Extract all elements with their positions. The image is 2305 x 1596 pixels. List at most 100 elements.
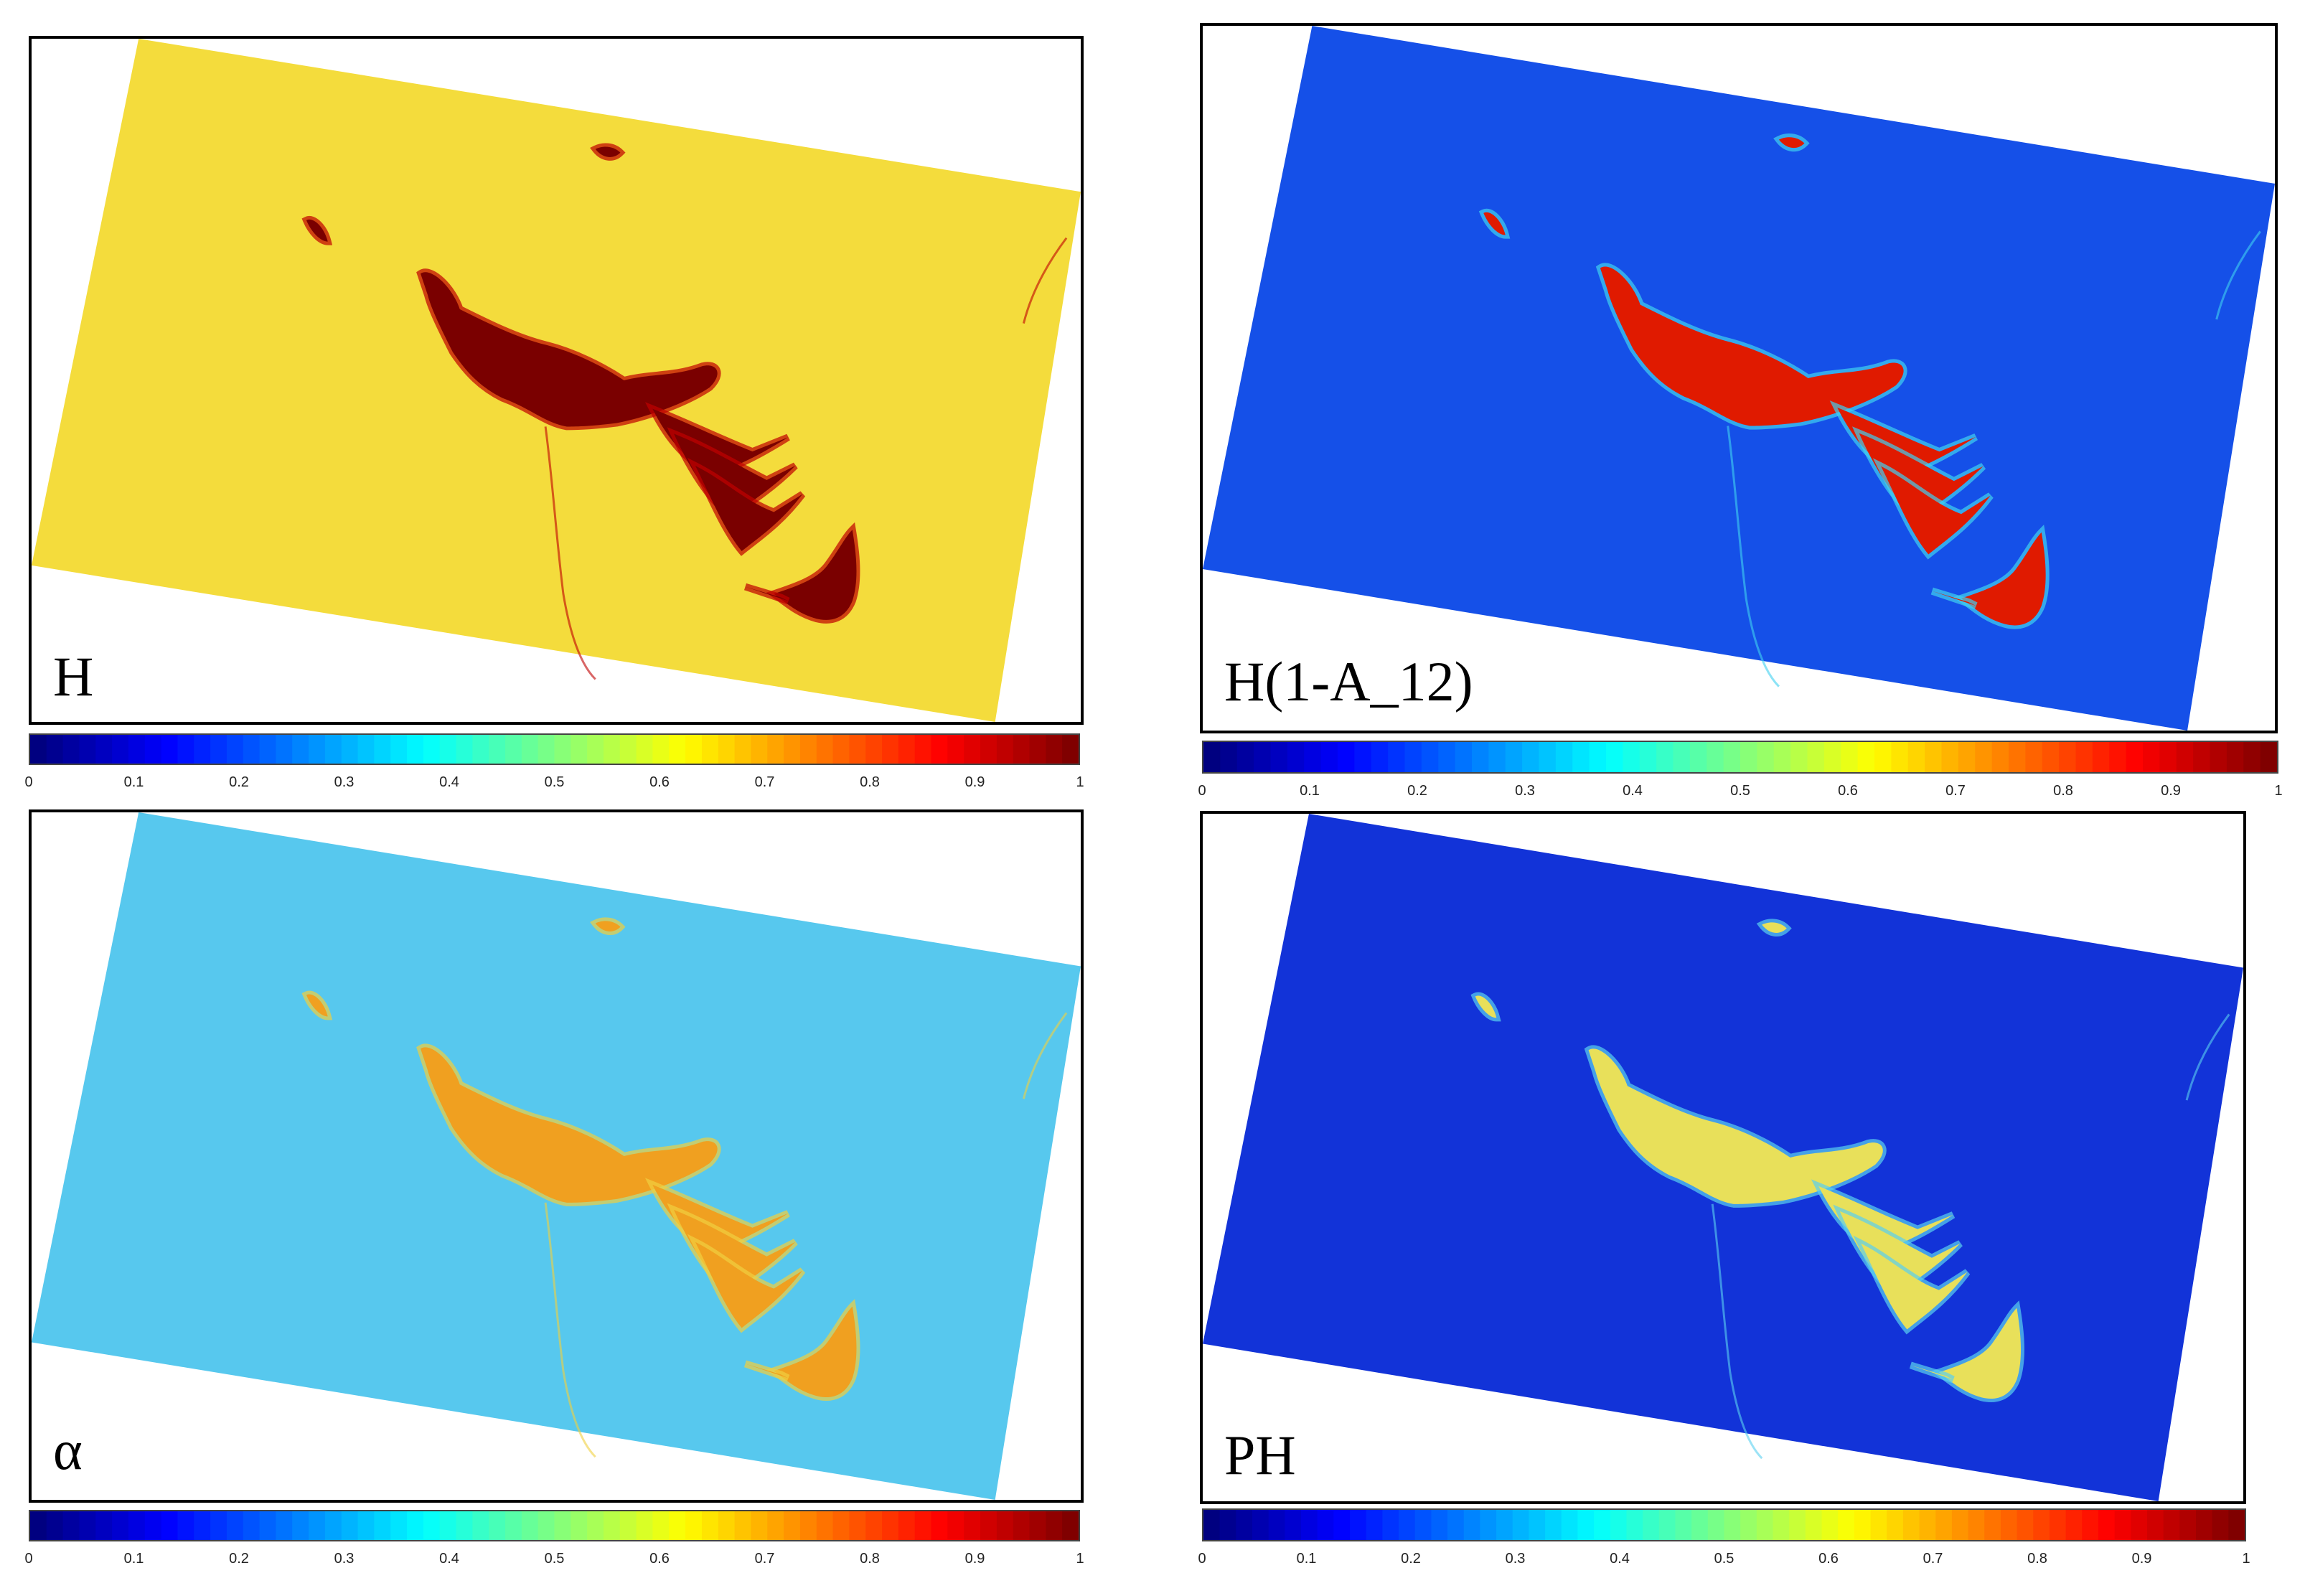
colorbar-tick-label: 0.8 <box>2053 783 2073 799</box>
panel-label: H <box>53 645 94 708</box>
slick-region <box>1837 407 1976 474</box>
colorbar-tick-label: 0.7 <box>1923 1551 1943 1567</box>
colorbar-tick-label: 0.5 <box>544 774 565 790</box>
slick-region <box>1600 266 1904 426</box>
colorbar-tick-label: 0.8 <box>860 774 880 790</box>
colorbar-tick-label: 0.2 <box>1407 783 1427 799</box>
colorbar-tick-label: 0.7 <box>754 774 775 790</box>
slick-region <box>1961 532 2046 626</box>
colorbar-tick-label: 0.4 <box>1610 1551 1630 1567</box>
colorbar-tick-label: 0.1 <box>123 1551 144 1567</box>
colorbar-tick-label: 0.4 <box>1623 783 1643 799</box>
slick-region <box>1881 466 1991 555</box>
image-frame: α <box>29 809 1084 1503</box>
colorbar-tick-label: 0.6 <box>1818 1551 1839 1567</box>
slick-region <box>695 1241 803 1328</box>
slick-region <box>774 530 857 620</box>
slick-region <box>1818 1186 1953 1251</box>
slick-region <box>1910 1365 1953 1380</box>
slick-region <box>1839 1211 1961 1294</box>
colorbar-tick-label: 1 <box>2242 1551 2250 1567</box>
slick-region <box>1938 1308 2022 1399</box>
slick-region <box>421 272 718 427</box>
colorbar-tick-label: 0.6 <box>1838 783 1858 799</box>
slick-region <box>745 1363 789 1379</box>
colorbar <box>1202 741 2278 774</box>
faint-streak <box>1022 1012 1068 1099</box>
oil-slick <box>1470 919 2230 1460</box>
colorbar-tick-label: 1 <box>1076 1551 1084 1567</box>
colorbar <box>29 733 1080 765</box>
faint-streak <box>1727 426 1780 687</box>
colorbar-tick-label: 0.9 <box>2131 1551 2152 1567</box>
colorbar-tick-label: 0.2 <box>229 1551 249 1567</box>
slick-region <box>306 994 328 1017</box>
slick-region <box>421 1047 718 1203</box>
colorbar-tick-label: 0.9 <box>964 1551 985 1567</box>
slick-region <box>695 466 803 551</box>
colorbar-tick-label: 0.5 <box>1714 1551 1734 1567</box>
colorbar-tick-label: 1 <box>2274 783 2283 799</box>
slick-region <box>652 408 789 473</box>
oil-slick <box>301 143 1068 680</box>
colorbar-tick-label: 0.8 <box>860 1551 880 1567</box>
slick-region <box>1762 922 1787 933</box>
slick-region <box>674 1209 796 1292</box>
faint-streak <box>1711 1203 1763 1460</box>
colorbar-tick-label: 0.8 <box>2027 1551 2047 1567</box>
slick-region <box>652 1184 789 1249</box>
colorbar-tick-label: 0 <box>24 774 33 790</box>
panel-label: H(1-A_12) <box>1224 650 1473 713</box>
slick-region <box>1859 433 1984 518</box>
colorbar-tick-label: 0.5 <box>544 1551 565 1567</box>
slick-region <box>1475 995 1497 1018</box>
colorbar-tick-label: 0.3 <box>334 774 355 790</box>
slick-region <box>1861 1243 1968 1330</box>
image-frame: H <box>29 36 1084 725</box>
slick-region <box>1588 1048 1883 1204</box>
colorbar-tick-label: 0 <box>1198 1551 1206 1567</box>
slick-region <box>595 921 621 931</box>
oil-slick <box>301 917 1068 1458</box>
panel-label: α <box>53 1419 83 1481</box>
colorbar-tick-label: 0.1 <box>1296 1551 1317 1567</box>
slick-region <box>674 433 796 516</box>
colorbar-tick-label: 0.6 <box>649 1551 670 1567</box>
colorbar-tick-label: 0 <box>1198 783 1206 799</box>
colorbar-tick-label: 0.2 <box>1401 1551 1421 1567</box>
colorbar <box>1202 1508 2246 1541</box>
oil-slick <box>1478 133 2261 687</box>
image-frame: PH <box>1200 811 2246 1504</box>
sar-image <box>32 812 1081 1500</box>
faint-streak <box>2185 1013 2230 1101</box>
colorbar-tick-label: 0.3 <box>1505 1551 1526 1567</box>
colorbar-tick-label: 0.1 <box>123 774 144 790</box>
faint-streak <box>2215 230 2261 320</box>
faint-streak <box>544 1202 596 1458</box>
faint-streak <box>1022 237 1068 324</box>
sar-image <box>32 39 1081 722</box>
colorbar-tick-label: 0 <box>24 1551 33 1567</box>
slick-region <box>306 219 328 242</box>
image-frame: H(1-A_12) <box>1200 23 2278 733</box>
faint-streak <box>544 426 596 680</box>
slick-region <box>774 1306 857 1398</box>
colorbar-tick-label: 0.7 <box>754 1551 775 1567</box>
colorbar-tick-label: 0.3 <box>1515 783 1535 799</box>
colorbar-tick-label: 0.3 <box>334 1551 355 1567</box>
colorbar <box>29 1510 1080 1541</box>
colorbar-tick-label: 1 <box>1076 774 1084 790</box>
colorbar-tick-label: 0.2 <box>229 774 249 790</box>
sar-image <box>1203 814 2243 1501</box>
colorbar-tick-label: 0.1 <box>1300 783 1320 799</box>
sar-image <box>1203 26 2275 731</box>
slick-region <box>1778 137 1805 149</box>
slick-region <box>595 146 621 157</box>
slick-region <box>1483 212 1506 235</box>
colorbar-tick-label: 0.4 <box>439 774 459 790</box>
colorbar-tick-label: 0.5 <box>1730 783 1750 799</box>
colorbar-tick-label: 0.6 <box>649 774 670 790</box>
colorbar-tick-label: 0.7 <box>1945 783 1966 799</box>
colorbar-tick-label: 0.4 <box>439 1551 459 1567</box>
colorbar-tick-label: 0.9 <box>2161 783 2181 799</box>
